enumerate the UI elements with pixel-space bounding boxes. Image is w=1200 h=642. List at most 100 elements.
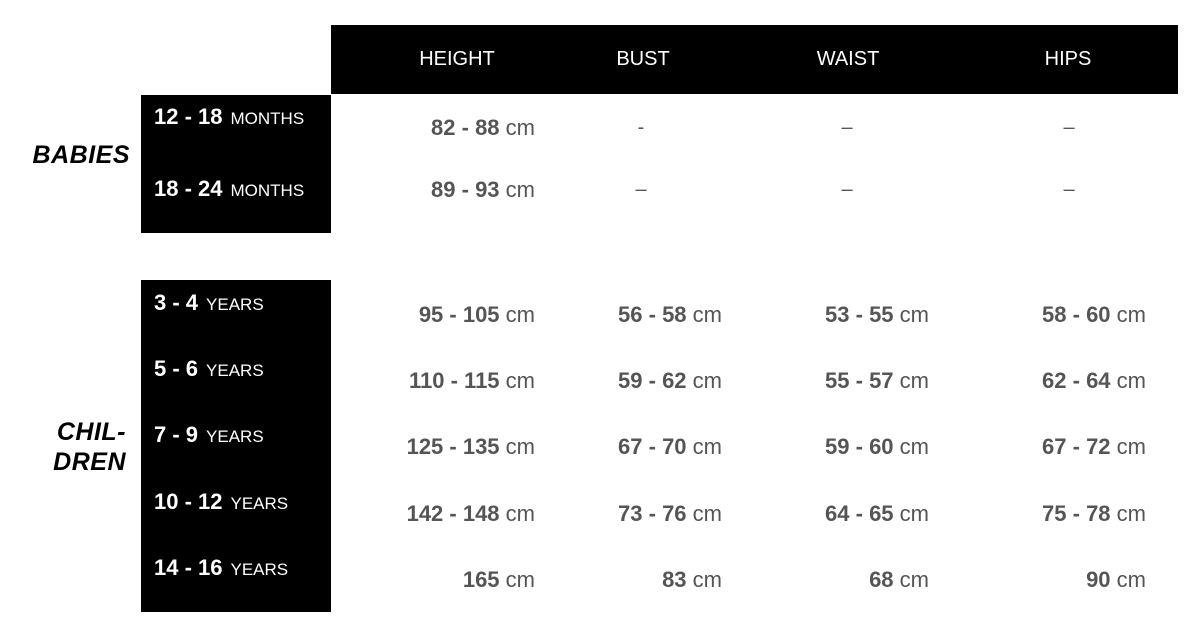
age-period: YEARS — [206, 361, 264, 380]
age-label: 3 - 4 YEARS — [154, 290, 264, 316]
children-age-block — [141, 280, 331, 612]
waist-number: 53 - 55 — [825, 302, 894, 327]
age-period: YEARS — [206, 427, 264, 446]
unit: cm — [1116, 302, 1146, 327]
unit: cm — [692, 302, 722, 327]
bust-value: 73 - 76 cm — [618, 501, 722, 527]
header-height: HEIGHT — [419, 48, 495, 70]
unit: cm — [505, 434, 535, 459]
hips-value: 58 - 60 cm — [1042, 302, 1146, 328]
hips-number: 75 - 78 — [1042, 501, 1111, 526]
height-number: 165 — [462, 567, 500, 592]
height-value: 165 cm — [463, 567, 535, 593]
hips-value: – — [1063, 178, 1075, 201]
unit: cm — [505, 177, 535, 202]
hips-value: 90 cm — [1086, 567, 1146, 593]
bust-value: 56 - 58 cm — [618, 302, 722, 328]
height-number: 89 - 93 — [431, 177, 500, 202]
bust-value: - — [637, 116, 645, 139]
waist-number: 68 — [869, 567, 894, 592]
unit: cm — [899, 368, 929, 393]
bust-number: 83 — [662, 567, 687, 592]
unit: cm — [899, 434, 929, 459]
height-number: 82 - 88 — [431, 115, 500, 140]
header-hips: HIPS — [1044, 48, 1092, 70]
bust-value: – — [635, 178, 647, 201]
unit: cm — [505, 567, 535, 592]
age-range: 12 - 18 — [154, 104, 223, 129]
age-range: 18 - 24 — [154, 176, 223, 201]
header-bust: BUST — [616, 48, 670, 70]
hips-number: 58 - 60 — [1042, 302, 1111, 327]
bust-number: 59 - 62 — [618, 368, 687, 393]
hips-number: 67 - 72 — [1042, 434, 1111, 459]
unit: cm — [692, 434, 722, 459]
waist-number: 59 - 60 — [825, 434, 894, 459]
age-range: 10 - 12 — [154, 489, 223, 514]
height-value: 125 - 135 cm — [407, 434, 535, 460]
height-value: 110 - 115 cm — [409, 368, 535, 394]
group-label-line: DREN — [53, 448, 126, 476]
hips-value: – — [1063, 116, 1075, 139]
unit: cm — [1116, 501, 1146, 526]
height-number: 95 - 105 — [418, 302, 500, 327]
unit: cm — [1116, 368, 1146, 393]
age-label: 18 - 24 MONTHS — [154, 176, 304, 202]
bust-value: 59 - 62 cm — [618, 368, 722, 394]
age-label: 10 - 12 YEARS — [154, 489, 288, 515]
bust-value: 83 cm — [662, 567, 722, 593]
babies-age-block — [141, 95, 331, 233]
waist-value: 59 - 60 cm — [825, 434, 929, 460]
unit: cm — [505, 302, 535, 327]
age-period: YEARS — [206, 295, 264, 314]
height-value: 95 - 105 cm — [419, 302, 535, 328]
group-label-line: CHIL- — [56, 418, 126, 446]
age-range: 3 - 4 — [154, 290, 199, 315]
unit: cm — [505, 501, 535, 526]
bust-value: 67 - 70 cm — [618, 434, 722, 460]
unit: cm — [1116, 567, 1146, 592]
unit: cm — [899, 501, 929, 526]
height-value: 82 - 88 cm — [431, 115, 535, 141]
hips-value: 75 - 78 cm — [1042, 501, 1146, 527]
waist-value: – — [841, 116, 853, 139]
waist-value: – — [841, 178, 853, 201]
unit: cm — [1116, 434, 1146, 459]
height-number: 110 - 115 — [409, 368, 500, 393]
height-value: 89 - 93 cm — [431, 177, 535, 203]
age-range: 5 - 6 — [154, 356, 199, 381]
hips-number: 62 - 64 — [1042, 368, 1111, 393]
waist-value: 53 - 55 cm — [825, 302, 929, 328]
bust-number: 67 - 70 — [618, 434, 687, 459]
bust-number: 56 - 58 — [618, 302, 687, 327]
age-label: 5 - 6 YEARS — [154, 356, 264, 382]
unit: cm — [505, 115, 535, 140]
unit: cm — [899, 567, 929, 592]
age-period: YEARS — [230, 494, 289, 513]
header-bar: HEIGHT BUST WAIST HIPS — [331, 25, 1178, 94]
unit: cm — [899, 302, 929, 327]
unit: cm — [692, 501, 722, 526]
height-number: 125 - 135 — [406, 434, 500, 459]
age-label: 7 - 9 YEARS — [154, 422, 264, 448]
age-period: MONTHS — [230, 181, 305, 200]
age-period: YEARS — [230, 560, 289, 579]
group-label-children: CHIL- DREN — [10, 417, 126, 477]
waist-number: 55 - 57 — [825, 368, 894, 393]
waist-value: 55 - 57 cm — [825, 368, 929, 394]
unit: cm — [505, 368, 535, 393]
age-range: 7 - 9 — [154, 422, 199, 447]
waist-value: 64 - 65 cm — [825, 501, 929, 527]
header-waist: WAIST — [816, 48, 880, 70]
age-period: MONTHS — [230, 109, 305, 128]
hips-number: 90 — [1086, 567, 1111, 592]
unit: cm — [692, 567, 722, 592]
hips-value: 67 - 72 cm — [1042, 434, 1146, 460]
age-label: 14 - 16 YEARS — [154, 555, 288, 581]
bust-number: 73 - 76 — [618, 501, 687, 526]
group-label-babies: BABIES — [32, 141, 130, 169]
waist-number: 64 - 65 — [825, 501, 894, 526]
age-range: 14 - 16 — [154, 555, 223, 580]
height-number: 142 - 148 — [406, 501, 500, 526]
unit: cm — [692, 368, 722, 393]
